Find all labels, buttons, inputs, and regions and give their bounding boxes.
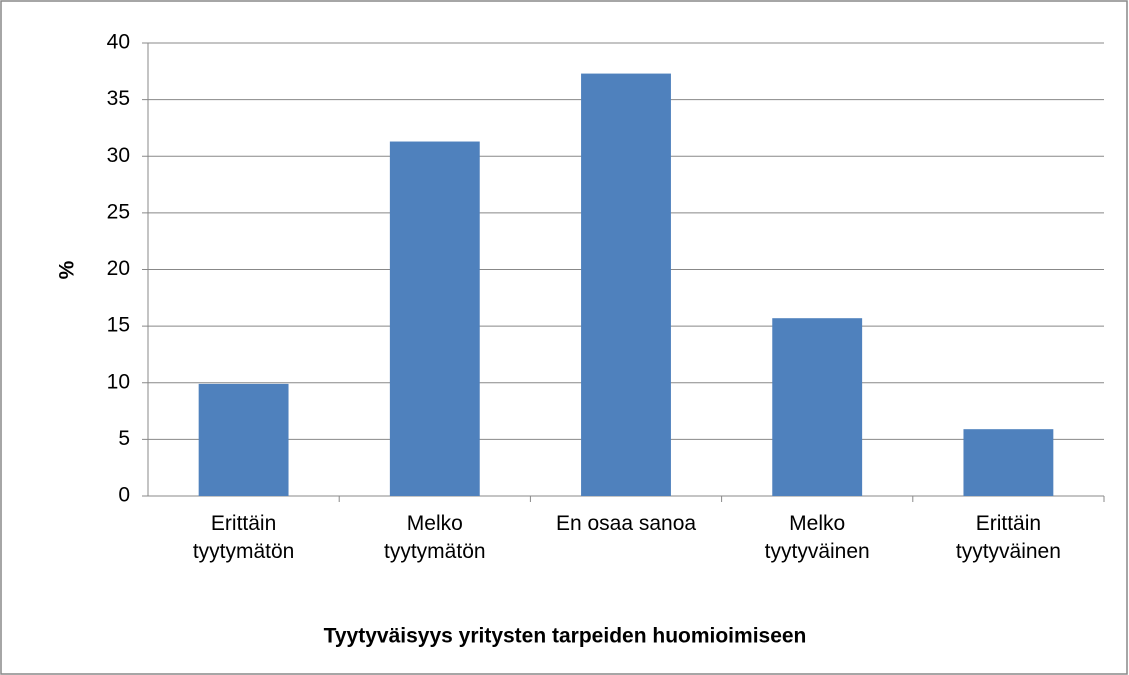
y-tick-label: 10 [107,370,130,393]
x-tick-label: Erittäin tyytyväinen [955,512,1061,563]
y-tick-label: 40 [107,31,130,54]
x-tick-label: Erittäin tyytymätön [192,512,295,563]
y-tick-label: 25 [107,200,130,223]
bar [198,383,289,496]
y-tick-label: 35 [107,87,130,110]
bar [963,429,1054,496]
y-axis-title: % [56,260,79,279]
y-tick-label: 15 [107,314,130,337]
x-axis-title: Tyytyväisyys yritysten tarpeiden huomioi… [324,625,807,648]
x-tick-label: Melko tyytyväinen [764,512,870,563]
bar [389,141,480,496]
x-tick-label: Melko tyytymätön [384,512,486,563]
bar [772,318,863,496]
y-tick-label: 0 [118,484,130,507]
x-tick-label: En osaa sanoa [555,512,697,535]
bar [581,73,671,496]
y-tick-label: 30 [107,144,130,167]
y-tick-label: 20 [107,257,130,280]
y-tick-label: 5 [118,427,130,450]
